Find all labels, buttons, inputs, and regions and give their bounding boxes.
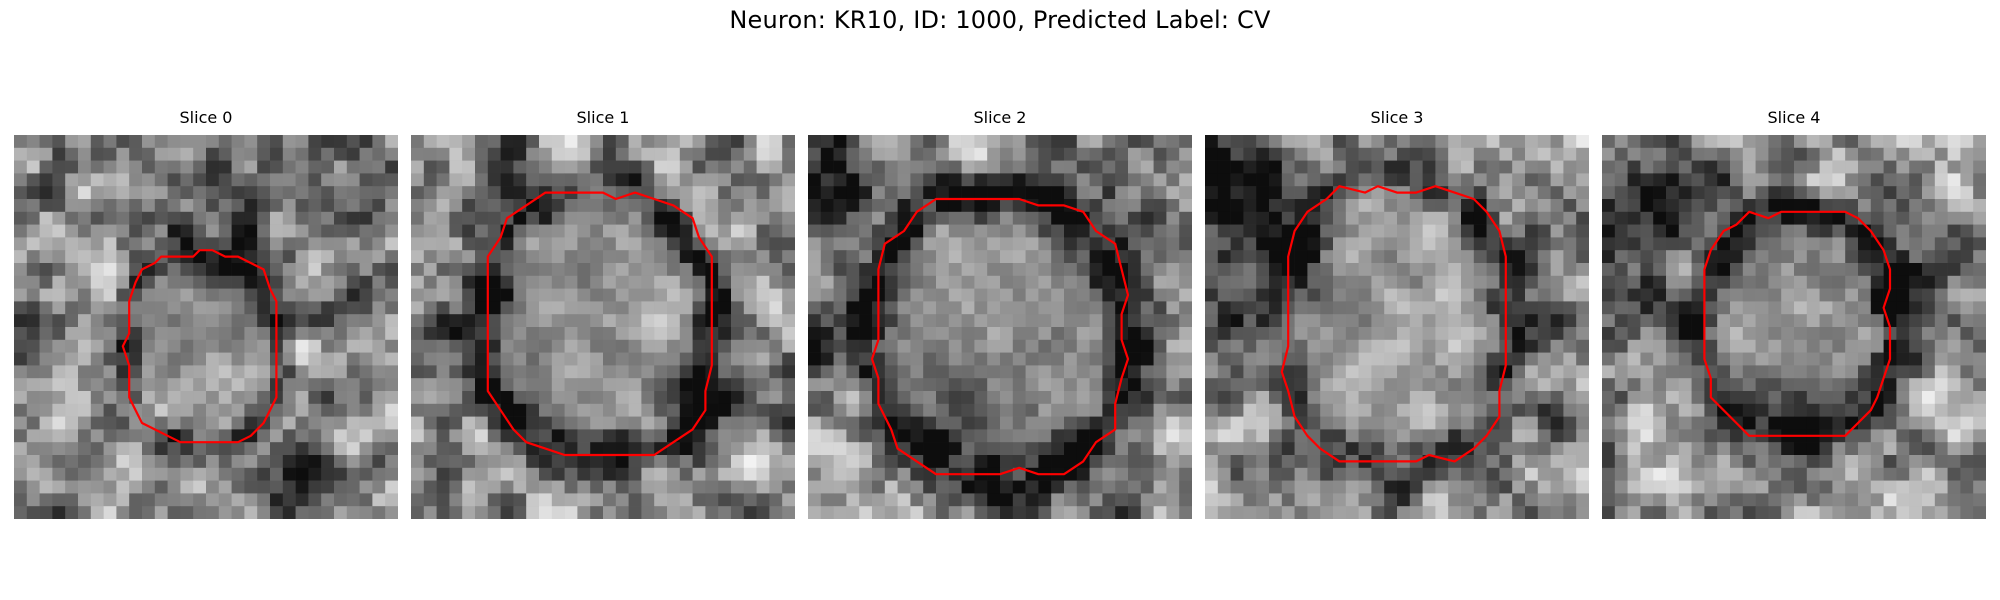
segmentation-contour [123,250,277,442]
slice-title-1: Slice 1 [576,108,630,127]
slice-panel-1: Slice 1 [411,108,795,520]
slice-panel-0: Slice 0 [14,108,398,520]
slice-image-4 [1602,135,1986,519]
slice-panel-4: Slice 4 [1602,108,1986,520]
segmentation-contour [1282,186,1506,461]
slice-image-0 [14,135,398,519]
slice-image-1 [411,135,795,519]
slice-title-3: Slice 3 [1370,108,1424,127]
slice-panel-3: Slice 3 [1205,108,1589,520]
slice-image-2 [808,135,1192,519]
slice-panel-2: Slice 2 [808,108,1192,520]
segmentation-contour [488,193,712,455]
slice-title-0: Slice 0 [179,108,233,127]
segmentation-contour [1704,212,1890,436]
segmentation-contour [872,199,1128,474]
slice-title-4: Slice 4 [1767,108,1821,127]
slice-title-2: Slice 2 [973,108,1027,127]
slice-panels: Slice 0 Slice 1 Slice 2 Slice 3 Slice 4 [14,108,1986,520]
figure-title: Neuron: KR10, ID: 1000, Predicted Label:… [729,6,1271,34]
slice-image-3 [1205,135,1589,519]
